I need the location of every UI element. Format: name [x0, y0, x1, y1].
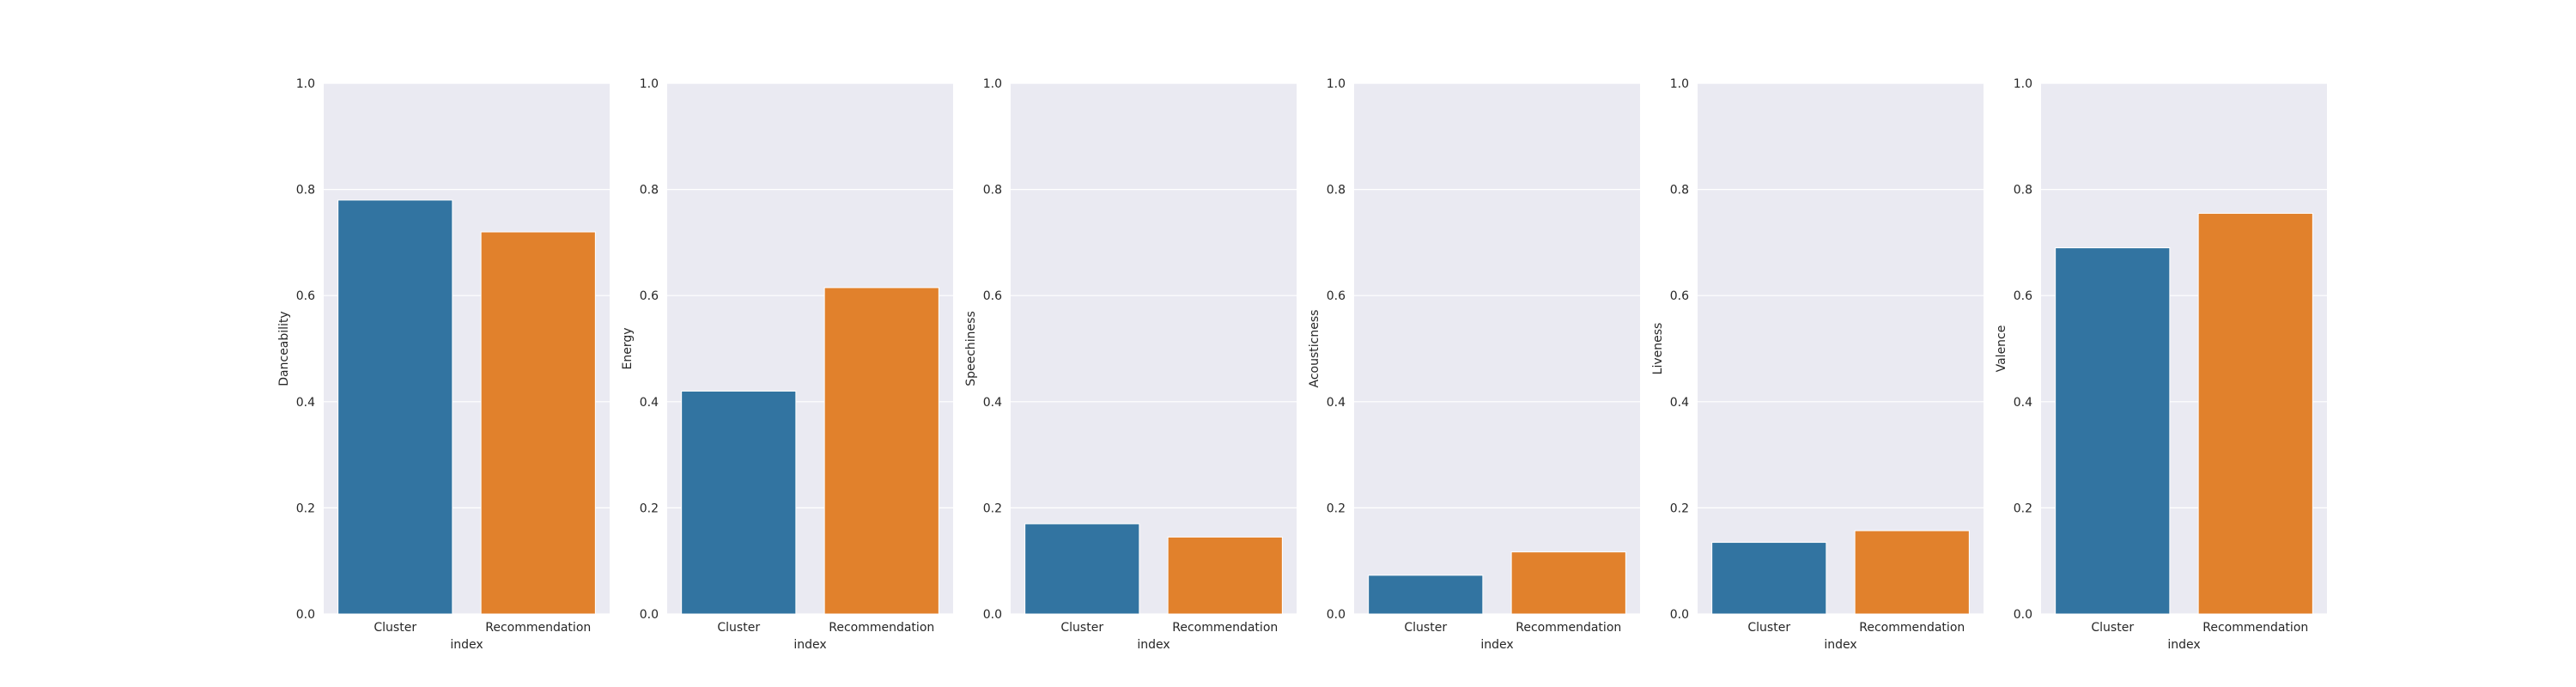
x-tick-label: Recommendation	[2202, 621, 2308, 635]
x-axis-label: index	[2167, 638, 2200, 652]
y-tick-label: 0.6	[296, 289, 315, 303]
subplot-energy: 0.0 0.2 0.4 0.6 0.8 1.0 Cluster Recommendationi…	[621, 77, 953, 652]
x-tick-label: Recommendation	[1172, 621, 1278, 635]
y-tick-label: 0.4	[296, 396, 315, 410]
subplot-danceability: 0.0 0.2 0.4 0.6 0.8 1.0 Cluster Recommendationi…	[277, 77, 610, 652]
x-axis-label: index	[793, 638, 826, 652]
y-axis-label: Danceability	[277, 311, 291, 386]
y-tick-label: 0.4	[983, 396, 1002, 410]
y-tick-label: 0.0	[1327, 608, 1346, 622]
x-tick-label: Recommendation	[829, 621, 934, 635]
y-tick-label: 0.6	[640, 289, 659, 303]
x-tick-label: Cluster	[2091, 621, 2134, 635]
y-tick-label: 1.0	[296, 77, 315, 91]
y-tick-label: 0.2	[2014, 502, 2032, 515]
y-tick-label: 0.6	[1327, 289, 1346, 303]
x-tick-label: Cluster	[1060, 621, 1103, 635]
y-tick-label: 1.0	[983, 77, 1002, 91]
y-tick-label: 0.6	[2014, 289, 2032, 303]
x-axis-label: index	[1824, 638, 1856, 652]
x-tick-label: Cluster	[1747, 621, 1790, 635]
y-tick-label: 0.0	[640, 608, 659, 622]
y-tick-label: 0.0	[2014, 608, 2032, 622]
y-axis-label: Energy	[621, 327, 635, 369]
y-tick-label: 0.8	[2014, 184, 2032, 198]
bar-cluster	[681, 390, 797, 615]
y-tick-label: 1.0	[2014, 77, 2032, 91]
bar-recommendation	[480, 231, 596, 615]
y-tick-label: 0.4	[1670, 396, 1689, 410]
y-tick-label: 0.2	[296, 502, 315, 515]
subplot-liveness: 0.0 0.2 0.4 0.6 0.8 1.0 Cluster Recommendationi…	[1651, 77, 1984, 652]
x-axis-label: index	[1137, 638, 1170, 652]
bar-cluster	[1368, 575, 1484, 615]
y-tick-label: 0.0	[983, 608, 1002, 622]
y-tick-label: 0.8	[1327, 184, 1346, 198]
bar-cluster	[1024, 523, 1140, 615]
y-tick-label: 1.0	[1327, 77, 1346, 91]
bar-cluster	[1711, 542, 1827, 615]
x-tick-label: Recommendation	[485, 621, 591, 635]
subplot-acousticness: 0.0 0.2 0.4 0.6 0.8 1.0 Cluster Recommendationi…	[1308, 77, 1640, 652]
y-tick-label: 1.0	[640, 77, 659, 91]
y-tick-label: 0.4	[2014, 396, 2032, 410]
y-tick-label: 0.2	[640, 502, 659, 515]
y-tick-label: 0.8	[983, 184, 1002, 198]
y-axis-label: Speechiness	[964, 311, 978, 386]
bar-recommendation	[2197, 212, 2313, 615]
y-tick-label: 1.0	[1670, 77, 1689, 91]
bar-recommendation	[1510, 551, 1626, 615]
y-tick-label: 0.6	[983, 289, 1002, 303]
y-tick-label: 0.8	[640, 184, 659, 198]
y-axis-label: Valence	[1995, 325, 2008, 373]
y-tick-label: 0.2	[983, 502, 1002, 515]
y-tick-label: 0.0	[296, 608, 315, 622]
y-axis-label: Liveness	[1651, 323, 1665, 375]
bar-recommendation	[823, 287, 939, 615]
x-tick-label: Cluster	[374, 621, 416, 635]
bar-cluster	[337, 199, 453, 615]
bar-cluster	[2055, 247, 2171, 615]
x-tick-label: Cluster	[717, 621, 760, 635]
x-tick-label: Recommendation	[1859, 621, 1965, 635]
subplot-speechiness: 0.0 0.2 0.4 0.6 0.8 1.0 Cluster Recommendationi…	[964, 77, 1297, 652]
y-tick-label: 0.8	[1670, 184, 1689, 198]
y-tick-label: 0.0	[1670, 608, 1689, 622]
y-tick-label: 0.4	[640, 396, 659, 410]
y-axis-label: Acousticness	[1308, 310, 1321, 388]
plot-background	[1698, 83, 1984, 614]
y-tick-label: 0.8	[296, 184, 315, 198]
y-tick-label: 0.2	[1327, 502, 1346, 515]
bar-recommendation	[1854, 530, 1970, 615]
x-axis-label: index	[450, 638, 483, 652]
y-tick-label: 0.2	[1670, 502, 1689, 515]
plot-background	[1354, 83, 1640, 614]
bar-recommendation	[1167, 536, 1283, 615]
y-tick-label: 0.4	[1327, 396, 1346, 410]
x-tick-label: Cluster	[1404, 621, 1447, 635]
subplot-valence: 0.0 0.2 0.4 0.6 0.8 1.0 Cluster Recommendationi…	[1995, 77, 2327, 652]
y-tick-label: 0.6	[1670, 289, 1689, 303]
x-axis-label: index	[1480, 638, 1513, 652]
x-tick-label: Recommendation	[1516, 621, 1621, 635]
